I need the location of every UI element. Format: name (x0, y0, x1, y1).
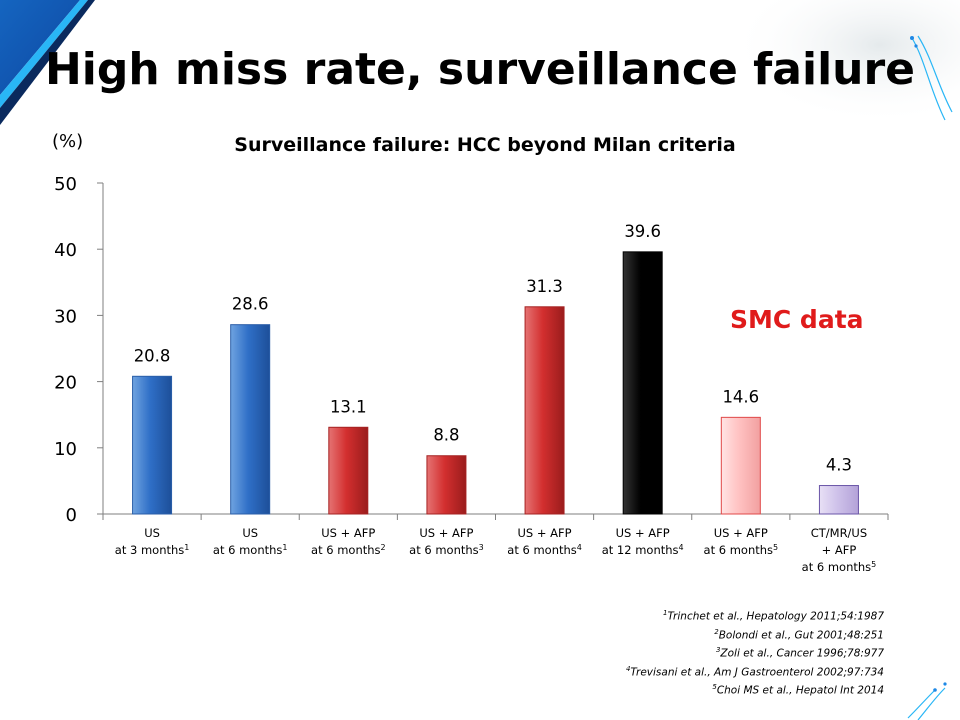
reference-text: Trinchet et al., Hepatology 2011;54:1987 (667, 610, 884, 623)
references: 1Trinchet et al., Hepatology 2011;54:198… (626, 606, 884, 699)
y-tick-label: 10 (54, 439, 77, 460)
data-label: 4.3 (826, 456, 852, 475)
reference-line: 4Trevisani et al., Am J Gastroenterol 20… (626, 662, 884, 681)
reference-text: Zoli et al., Cancer 1996;78:977 (720, 647, 884, 660)
chart-title: Surveillance failure: HCC beyond Milan c… (234, 134, 736, 156)
x-tick-label-superscript: 4 (679, 543, 684, 552)
bar (328, 426, 369, 515)
bar (524, 306, 565, 515)
data-label: 8.8 (433, 426, 459, 445)
x-tick-label-superscript: 3 (479, 543, 484, 552)
reference-line: 3Zoli et al., Cancer 1996;78:977 (626, 643, 884, 662)
reference-text: Choi MS et al., Hepatol Int 2014 (716, 684, 884, 697)
reference-line: 2Bolondi et al., Gut 2001;48:251 (626, 625, 884, 644)
smc-data-annotation: SMC data (730, 305, 864, 334)
y-tick-label: 0 (66, 505, 77, 526)
data-label: 20.8 (134, 346, 171, 365)
x-tick-label-superscript: 1 (282, 543, 287, 552)
x-tick-label: at 6 months3 (409, 543, 484, 558)
x-tick-label: US + AFP (518, 526, 572, 540)
reference-text: Bolondi et al., Gut 2001;48:251 (718, 629, 884, 641)
x-tick-label: US + AFP (419, 526, 473, 540)
x-tick-label-superscript: 2 (381, 543, 386, 552)
x-tick-label: at 12 months4 (602, 543, 684, 558)
x-tick-label-superscript: 5 (871, 560, 876, 569)
y-tick-label: 30 (54, 306, 77, 327)
x-tick-label: at 6 months5 (704, 543, 779, 558)
bar (720, 416, 761, 515)
reference-line: 1Trinchet et al., Hepatology 2011;54:198… (626, 606, 884, 625)
y-tick-label: 50 (54, 174, 77, 195)
y-tick-label: 40 (54, 240, 77, 261)
data-label: 39.6 (624, 222, 661, 241)
data-label: 28.6 (232, 295, 269, 314)
reference-text: Trevisani et al., Am J Gastroenterol 200… (630, 666, 884, 678)
bar (426, 455, 467, 515)
data-label: 13.1 (330, 397, 367, 416)
x-tick-label: US + AFP (321, 526, 375, 540)
reference-number: 4 (625, 664, 631, 673)
reference-number: 3 (715, 646, 721, 654)
reference-line: 5Choi MS et al., Hepatol Int 2014 (626, 680, 884, 699)
x-tick-label: US (144, 526, 160, 540)
x-tick-label: US (242, 526, 258, 540)
bar (132, 375, 173, 515)
reference-number: 1 (662, 609, 668, 617)
x-tick-label-superscript: 4 (577, 543, 582, 552)
x-tick-label: US + AFP (616, 526, 670, 540)
data-label: 14.6 (722, 387, 759, 406)
x-tick-label: + AFP (822, 543, 857, 557)
data-label: 31.3 (526, 277, 563, 296)
x-tick-label: at 6 months4 (507, 543, 582, 558)
x-tick-label-superscript: 5 (773, 543, 778, 552)
y-tick-label: 20 (54, 373, 77, 394)
x-tick-label: at 6 months1 (213, 543, 288, 558)
bar (818, 485, 859, 515)
bar (230, 324, 271, 515)
x-tick-label: US + AFP (714, 526, 768, 540)
x-tick-label-superscript: 1 (184, 543, 189, 552)
y-axis-unit-label: (%) (52, 131, 84, 152)
x-tick-label: at 6 months5 (802, 560, 877, 575)
reference-number: 2 (714, 627, 719, 636)
slide-title: High miss rate, surveillance failure (44, 44, 916, 95)
x-tick-label: at 6 months2 (311, 543, 386, 558)
bar (622, 251, 663, 515)
x-tick-label: CT/MR/US (811, 526, 867, 540)
x-tick-label: at 3 months1 (115, 543, 190, 558)
reference-number: 5 (712, 683, 717, 691)
